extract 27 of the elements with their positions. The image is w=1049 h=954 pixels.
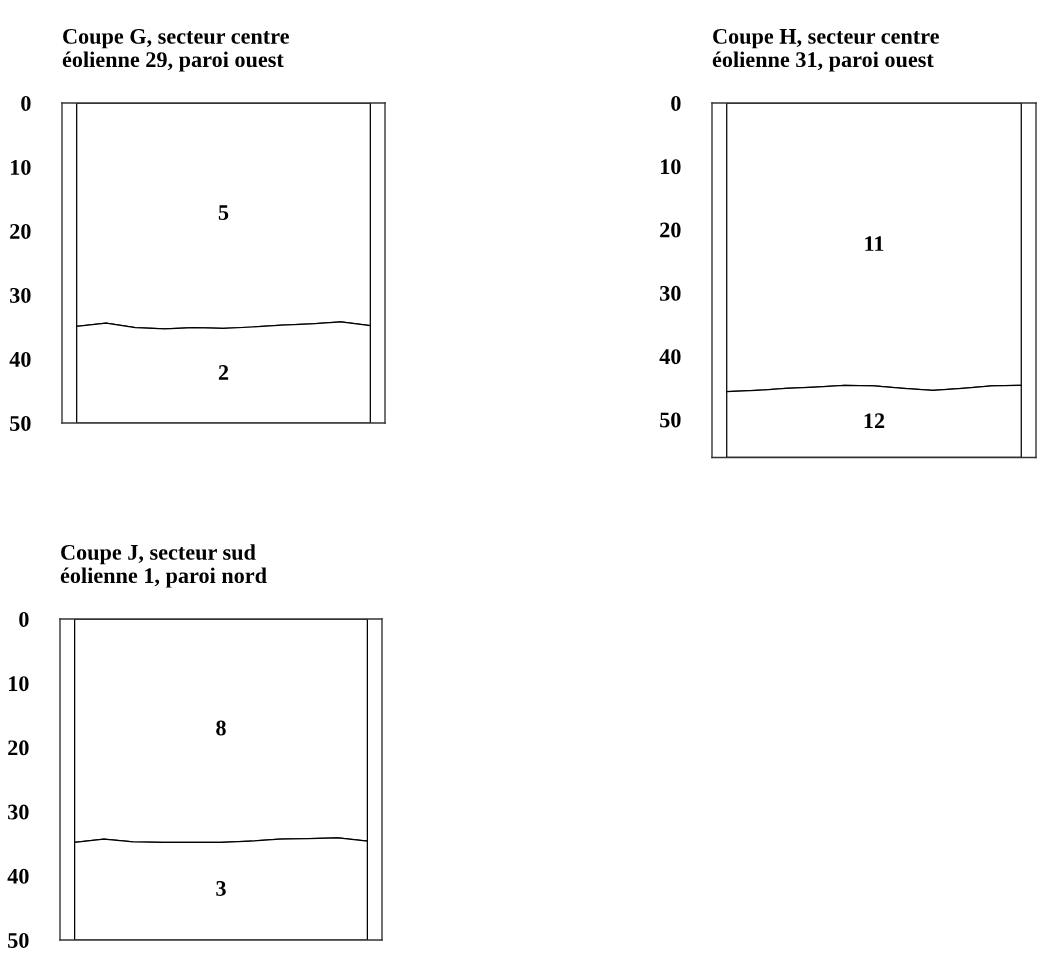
y-tick-label: 40 [7,868,29,884]
series-label: 3 [216,881,226,896]
series-label: 2 [218,365,229,380]
y-tick-label: 10 [11,159,31,175]
y-tick-label: 20 [10,223,31,239]
y-tick-label: 30 [660,285,681,301]
series-label: 12 [864,413,885,429]
chart-title: Coupe G, secteur centre éolienne 29, paroi ouest [62,28,289,72]
y-tick-label: 10 [9,676,29,692]
y-tick-label: 20 [660,222,681,238]
series-label: 5 [218,205,229,221]
series-label: 11 [865,236,884,251]
y-tick-label: 30 [8,804,29,820]
y-tick-label: 10 [661,159,681,175]
series-label: 8 [216,720,226,736]
y-tick-label: 0 [671,95,681,111]
y-tick-label: 30 [10,287,31,303]
y-tick-label: 0 [21,95,31,111]
y-tick-label: 50 [10,415,31,431]
chart-title: Coupe H, secteur centre éolienne 31, paroi ouest [712,28,939,72]
y-tick-label: 40 [9,351,31,367]
y-tick-label: 50 [660,412,681,428]
y-tick-label: 40 [659,349,681,365]
chart-title: Coupe J, secteur sud éolienne 1, paroi nord [60,544,267,588]
y-tick-label: 50 [8,932,29,948]
y-tick-label: 0 [19,611,29,627]
y-tick-label: 20 [8,740,29,756]
